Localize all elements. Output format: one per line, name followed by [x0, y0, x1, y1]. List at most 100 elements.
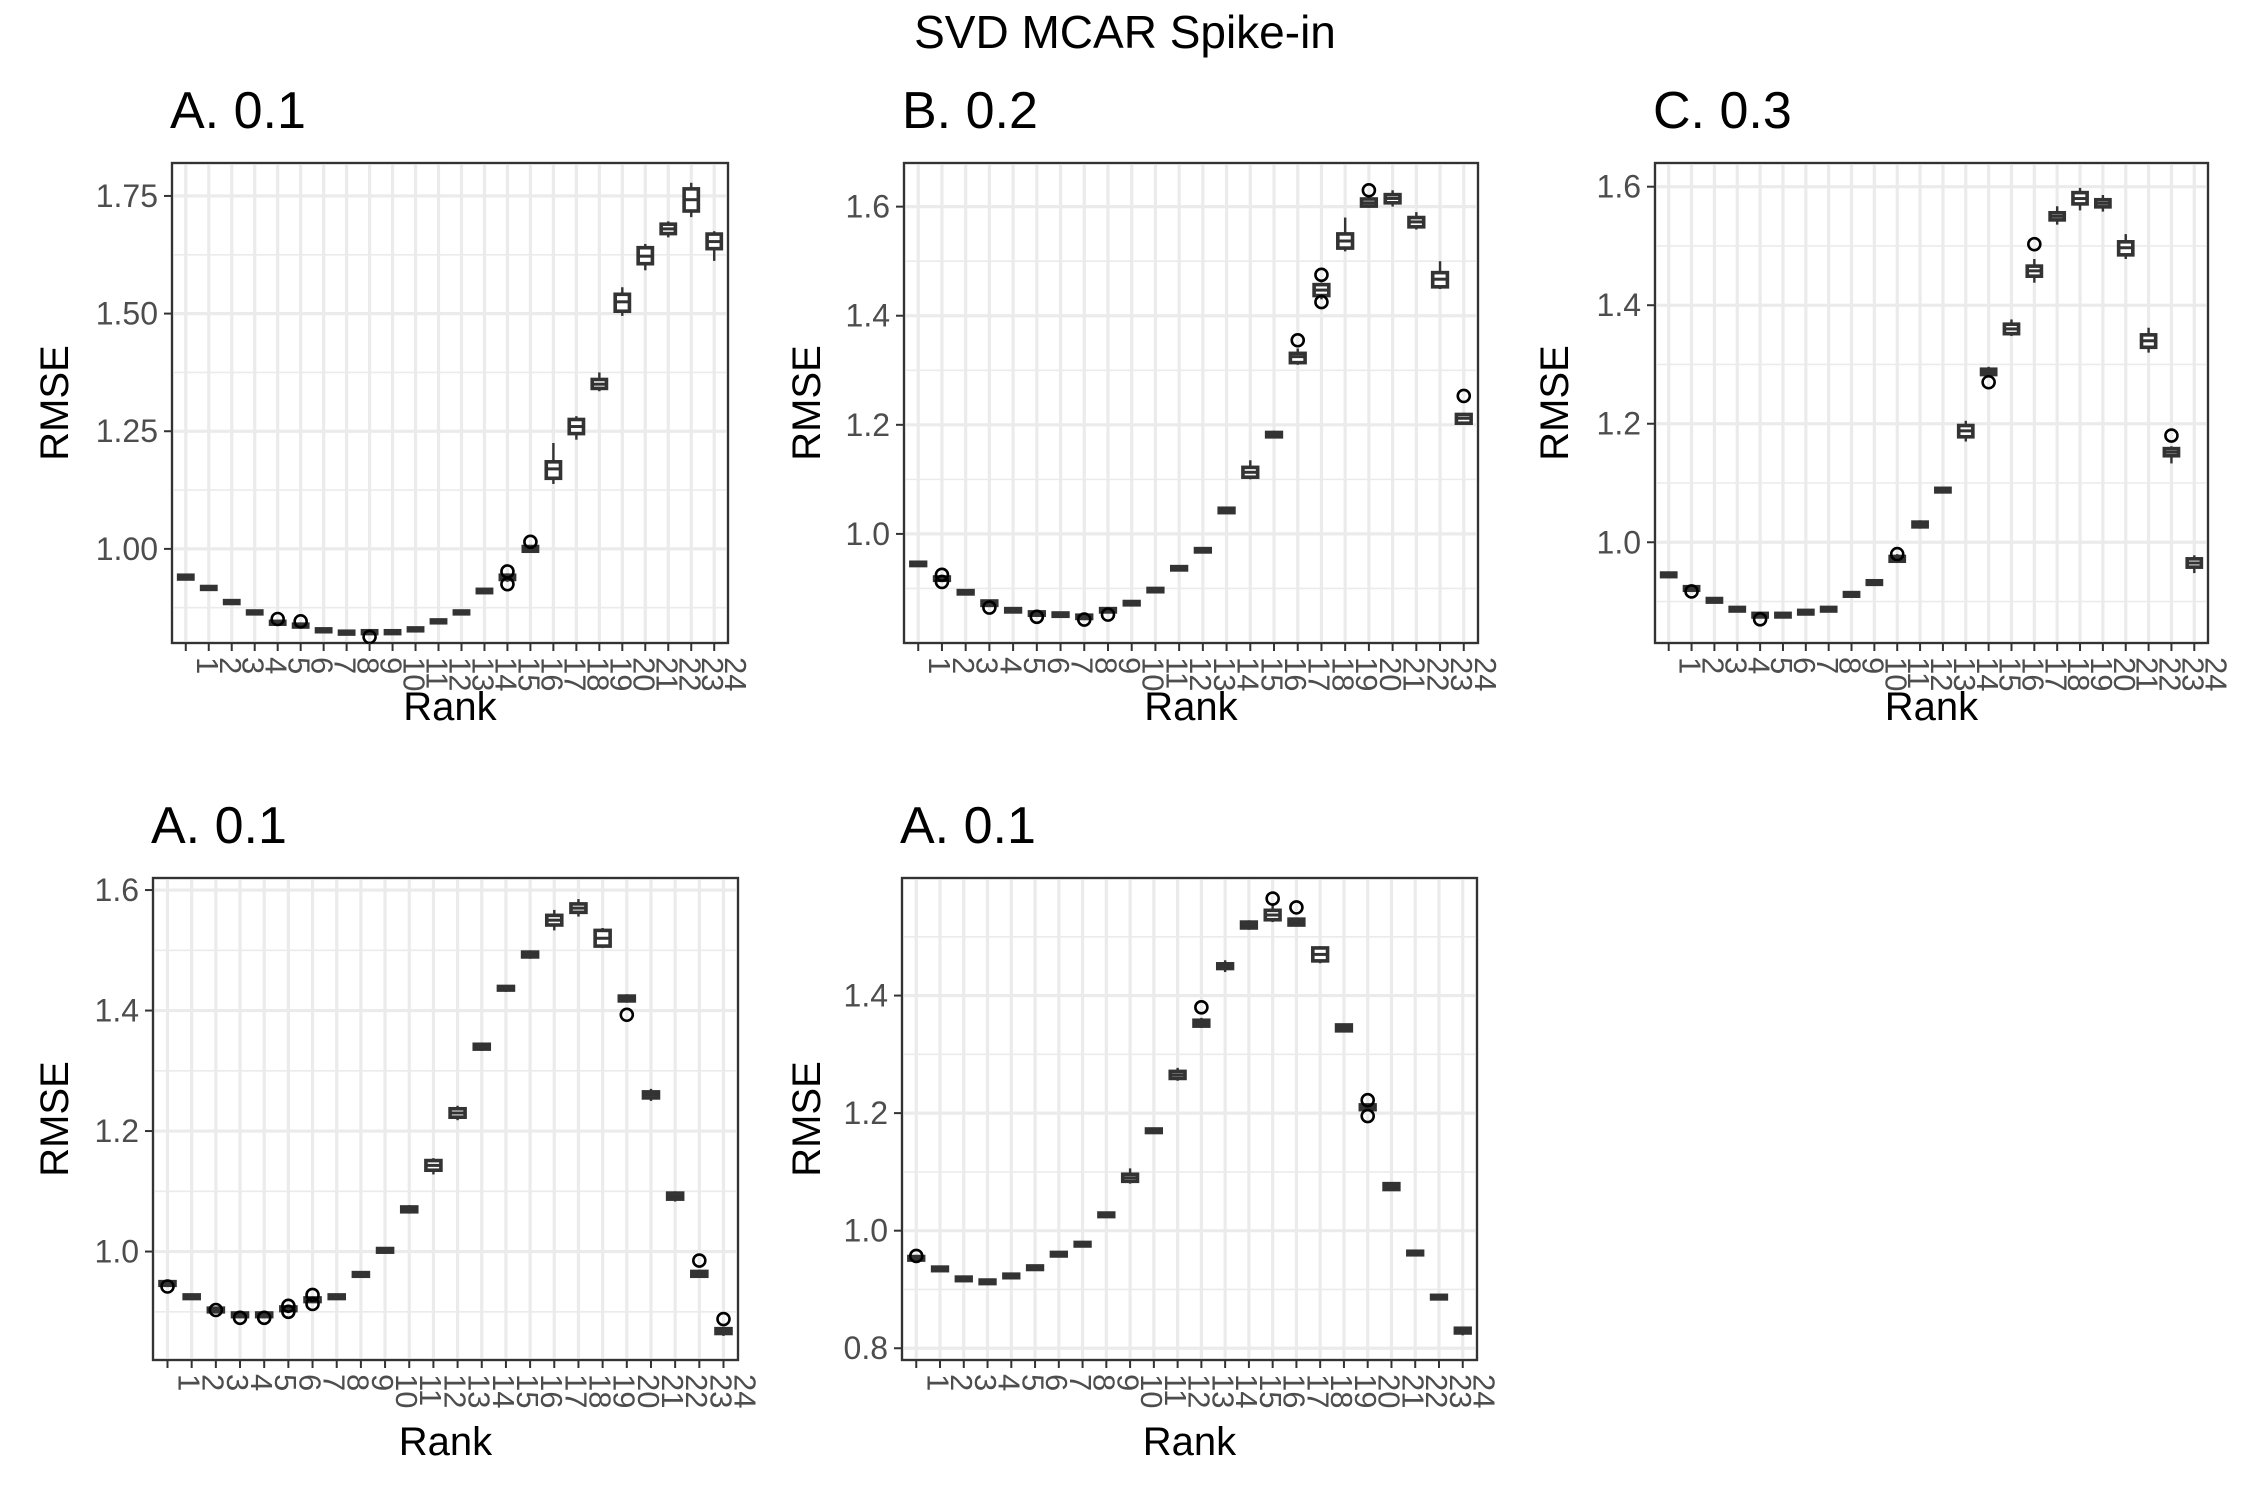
box-rank-18 — [1311, 946, 1330, 964]
x-tick-label: 18 — [1325, 657, 1360, 691]
x-tick-label: 9 — [1110, 1374, 1145, 1391]
y-tick-label: 1.25 — [96, 413, 158, 449]
x-tick-label: 17 — [1302, 657, 1337, 691]
y-tick-label: 0.8 — [844, 1330, 888, 1366]
outlier-point — [305, 1296, 320, 1312]
box-rank-22 — [1407, 212, 1426, 230]
box-rank-11 — [399, 1205, 419, 1214]
chart-panel-5: 0.81.01.21.41234567891011121314151617181… — [785, 797, 1502, 1464]
x-tick-label: 2 — [1696, 657, 1731, 674]
plot-border — [170, 161, 730, 645]
x-tick-label: 23 — [1443, 1374, 1478, 1408]
box-rank-3 — [222, 598, 241, 606]
box-rank-12 — [429, 618, 448, 625]
y-tick-label: 1.2 — [846, 407, 890, 443]
box-rank-21 — [1382, 1181, 1401, 1192]
x-tick-label: 2 — [946, 657, 981, 674]
x-tick-label: 4 — [992, 1374, 1027, 1391]
y-axis-label: RMSE — [33, 345, 77, 461]
x-axis-label: Rank — [403, 685, 497, 729]
box-rank-20 — [613, 287, 632, 316]
chart-panel-1: 1.001.251.501.75123456789101112131415161… — [33, 82, 753, 729]
box-rank-19 — [1334, 1023, 1354, 1033]
y-tick-label: 1.4 — [95, 993, 139, 1029]
x-tick-label: 2 — [196, 1374, 231, 1391]
x-tick-label: 6 — [292, 1374, 327, 1391]
outlier-point — [1752, 611, 1768, 627]
x-tick-label: 22 — [679, 1374, 714, 1408]
x-tick-label: 21 — [649, 657, 684, 691]
x-tick-label: 10 — [1136, 657, 1171, 691]
x-tick-label: 5 — [268, 1374, 303, 1391]
box-rank-19 — [1336, 217, 1355, 252]
panel-title: B. 0.2 — [902, 82, 1038, 140]
x-tick-label: 6 — [1041, 657, 1076, 674]
x-tick-label: 23 — [2175, 657, 2210, 691]
outlier-point — [1076, 612, 1092, 627]
outlier-point — [1314, 267, 1329, 283]
box-rank-13 — [1934, 486, 1952, 494]
x-tick-label: 4 — [259, 657, 294, 674]
panel-title: A. 0.1 — [151, 797, 287, 855]
box-rank-13 — [1193, 546, 1213, 554]
y-tick-label: 1.0 — [1597, 524, 1641, 560]
box-rank-13 — [452, 609, 471, 616]
x-tick-label: 22 — [1420, 657, 1455, 691]
x-tick-label: 12 — [1182, 1374, 1217, 1408]
x-tick-label: 8 — [1833, 657, 1868, 674]
x-tick-label: 1 — [1673, 657, 1708, 674]
y-axis-label: RMSE — [1533, 345, 1577, 461]
outlier-point — [1314, 294, 1329, 310]
x-tick-label: 1 — [190, 657, 225, 674]
x-tick-label: 10 — [1134, 1374, 1169, 1408]
box-rank-23 — [690, 1269, 709, 1279]
box-rank-16 — [1264, 430, 1284, 439]
box-rank-11 — [1144, 1127, 1164, 1135]
x-tick-label: 19 — [603, 657, 638, 691]
chart-panel-4: 1.01.21.41.61234567891011121314151617181… — [33, 797, 762, 1464]
x-tick-label: 8 — [1088, 657, 1123, 674]
x-tick-label: 16 — [2015, 657, 2050, 691]
box-rank-8 — [327, 1293, 347, 1301]
y-tick-label: 1.75 — [96, 178, 158, 214]
y-tick-label: 1.0 — [844, 1213, 888, 1249]
outlier-point — [1360, 1092, 1376, 1108]
box-rank-8 — [1073, 1240, 1092, 1248]
x-tick-label: 18 — [582, 1374, 617, 1408]
box-rank-8 — [1819, 605, 1838, 613]
x-tick-label: 12 — [443, 657, 478, 691]
box-rank-20 — [2094, 195, 2112, 212]
x-tick-label: 3 — [236, 657, 271, 674]
box-rank-2 — [199, 584, 218, 592]
x-tick-label: 21 — [655, 1374, 690, 1408]
x-tick-label: 1 — [172, 1374, 207, 1391]
x-tick-label: 16 — [1277, 1374, 1312, 1408]
box-rank-7 — [1051, 611, 1070, 619]
box-rank-24 — [714, 1326, 733, 1336]
x-tick-label: 18 — [580, 657, 615, 691]
x-tick-label: 5 — [1764, 657, 1799, 674]
x-tick-label: 7 — [1810, 657, 1845, 674]
x-tick-label: 20 — [2107, 657, 2142, 691]
x-tick-label: 2 — [944, 1374, 979, 1391]
x-tick-label: 5 — [1017, 657, 1052, 674]
x-tick-label: 16 — [534, 657, 569, 691]
outlier-point — [1889, 546, 1905, 562]
box-rank-10 — [383, 628, 402, 636]
x-tick-label: 17 — [1300, 1374, 1335, 1408]
x-tick-label: 21 — [1395, 1374, 1430, 1408]
box-rank-10 — [1120, 1168, 1140, 1184]
box-rank-10 — [1122, 599, 1141, 607]
x-tick-label: 12 — [437, 1374, 472, 1408]
y-tick-label: 1.2 — [844, 1095, 888, 1131]
x-tick-label: 19 — [1349, 657, 1384, 691]
box-rank-16 — [1263, 903, 1282, 923]
x-tick-label: 3 — [970, 657, 1005, 674]
panel-title: A. 0.1 — [900, 797, 1036, 855]
outlier-point — [1684, 584, 1699, 599]
box-rank-19 — [593, 928, 612, 948]
x-axis-label: Rank — [399, 1420, 493, 1464]
x-tick-label: 4 — [1741, 657, 1776, 674]
x-tick-label: 11 — [1901, 657, 1936, 689]
outlier-point — [305, 1287, 320, 1303]
